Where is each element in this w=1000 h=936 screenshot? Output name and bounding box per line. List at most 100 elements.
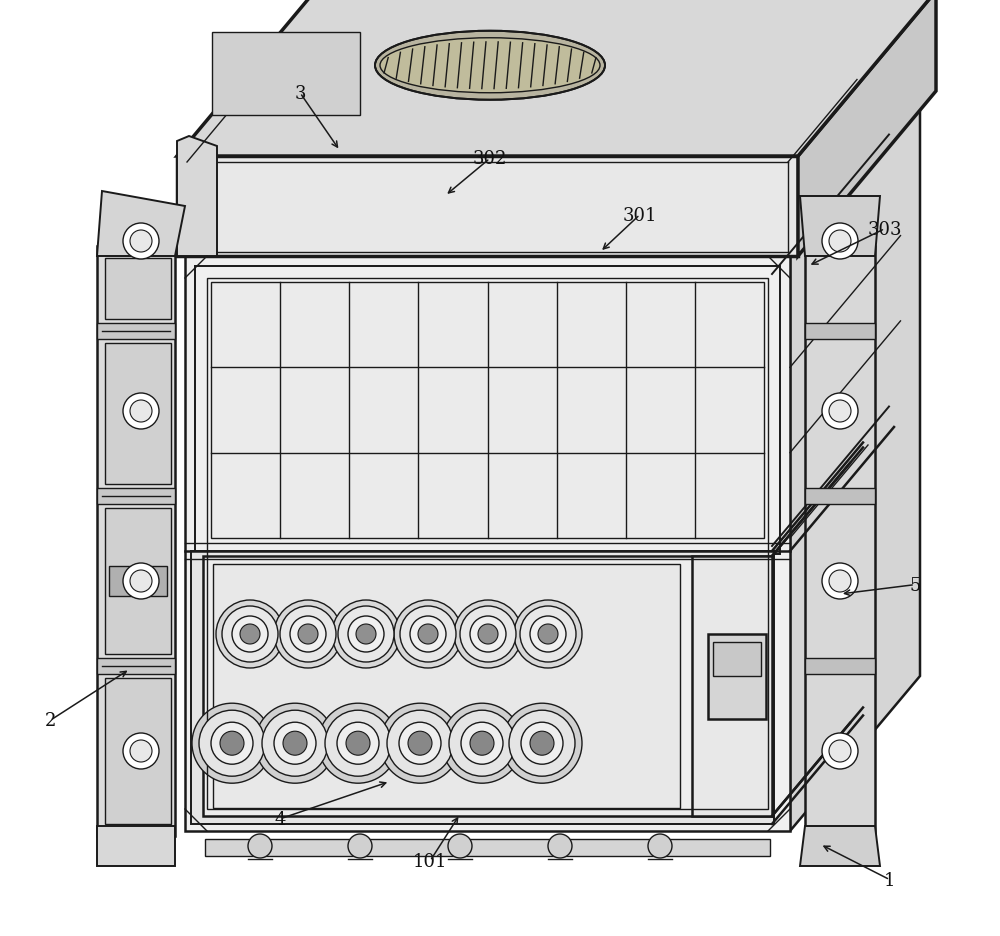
Circle shape xyxy=(380,704,460,783)
Polygon shape xyxy=(805,658,875,674)
Polygon shape xyxy=(191,551,774,824)
Circle shape xyxy=(216,600,284,668)
Text: 302: 302 xyxy=(473,150,507,168)
Polygon shape xyxy=(105,508,171,654)
Circle shape xyxy=(514,600,582,668)
Circle shape xyxy=(449,710,515,776)
Circle shape xyxy=(460,607,516,663)
Circle shape xyxy=(123,393,159,430)
Polygon shape xyxy=(177,0,936,157)
Circle shape xyxy=(338,607,394,663)
Text: 4: 4 xyxy=(274,810,286,828)
Circle shape xyxy=(822,393,858,430)
Circle shape xyxy=(530,731,554,755)
Circle shape xyxy=(298,624,318,644)
Circle shape xyxy=(387,710,453,776)
Circle shape xyxy=(478,624,498,644)
Polygon shape xyxy=(97,324,175,340)
Circle shape xyxy=(199,710,265,776)
Text: 5: 5 xyxy=(909,576,921,594)
Polygon shape xyxy=(105,679,171,824)
Circle shape xyxy=(648,834,672,858)
Ellipse shape xyxy=(380,38,600,94)
Circle shape xyxy=(822,224,858,259)
Circle shape xyxy=(502,704,582,783)
Circle shape xyxy=(337,723,379,765)
Circle shape xyxy=(325,710,391,776)
Circle shape xyxy=(400,607,456,663)
Polygon shape xyxy=(805,324,875,340)
Circle shape xyxy=(348,616,384,652)
Polygon shape xyxy=(203,556,772,816)
Polygon shape xyxy=(97,489,175,505)
Text: 1: 1 xyxy=(884,870,896,889)
Polygon shape xyxy=(708,634,766,719)
Polygon shape xyxy=(195,267,780,554)
Polygon shape xyxy=(97,826,175,866)
Polygon shape xyxy=(177,137,217,256)
Circle shape xyxy=(123,224,159,259)
Text: 2: 2 xyxy=(44,711,56,730)
Circle shape xyxy=(274,723,316,765)
Circle shape xyxy=(192,704,272,783)
Circle shape xyxy=(829,740,851,762)
Circle shape xyxy=(280,607,336,663)
Polygon shape xyxy=(805,489,875,505)
Circle shape xyxy=(538,624,558,644)
Circle shape xyxy=(222,607,278,663)
Circle shape xyxy=(418,624,438,644)
Circle shape xyxy=(130,740,152,762)
Polygon shape xyxy=(213,564,680,808)
Polygon shape xyxy=(185,256,790,831)
Circle shape xyxy=(356,624,376,644)
Circle shape xyxy=(530,616,566,652)
Circle shape xyxy=(211,723,253,765)
Text: 101: 101 xyxy=(413,852,447,870)
Circle shape xyxy=(509,710,575,776)
Circle shape xyxy=(410,616,446,652)
Circle shape xyxy=(255,704,335,783)
Polygon shape xyxy=(800,826,880,866)
Circle shape xyxy=(454,600,522,668)
Polygon shape xyxy=(185,102,920,256)
Circle shape xyxy=(283,731,307,755)
Circle shape xyxy=(130,570,152,592)
Circle shape xyxy=(318,704,398,783)
Circle shape xyxy=(394,600,462,668)
Polygon shape xyxy=(97,658,175,674)
Circle shape xyxy=(274,600,342,668)
Polygon shape xyxy=(713,642,761,677)
Circle shape xyxy=(130,231,152,253)
Circle shape xyxy=(262,710,328,776)
Polygon shape xyxy=(205,839,770,856)
Circle shape xyxy=(548,834,572,858)
Circle shape xyxy=(220,731,244,755)
Circle shape xyxy=(822,733,858,769)
Circle shape xyxy=(408,731,432,755)
Circle shape xyxy=(232,616,268,652)
Polygon shape xyxy=(805,247,875,836)
Circle shape xyxy=(130,401,152,422)
Circle shape xyxy=(290,616,326,652)
Polygon shape xyxy=(109,566,167,596)
Polygon shape xyxy=(212,33,360,116)
Circle shape xyxy=(448,834,472,858)
Circle shape xyxy=(829,570,851,592)
Circle shape xyxy=(829,231,851,253)
Polygon shape xyxy=(692,556,772,816)
Polygon shape xyxy=(211,283,764,538)
Polygon shape xyxy=(105,344,171,485)
Circle shape xyxy=(399,723,441,765)
Polygon shape xyxy=(105,258,171,320)
Circle shape xyxy=(123,563,159,599)
Circle shape xyxy=(240,624,260,644)
Circle shape xyxy=(346,731,370,755)
Circle shape xyxy=(470,616,506,652)
Circle shape xyxy=(248,834,272,858)
Circle shape xyxy=(348,834,372,858)
Text: 3: 3 xyxy=(294,84,306,103)
Circle shape xyxy=(822,563,858,599)
Polygon shape xyxy=(97,192,185,256)
Polygon shape xyxy=(177,157,798,256)
Text: 301: 301 xyxy=(623,206,657,225)
